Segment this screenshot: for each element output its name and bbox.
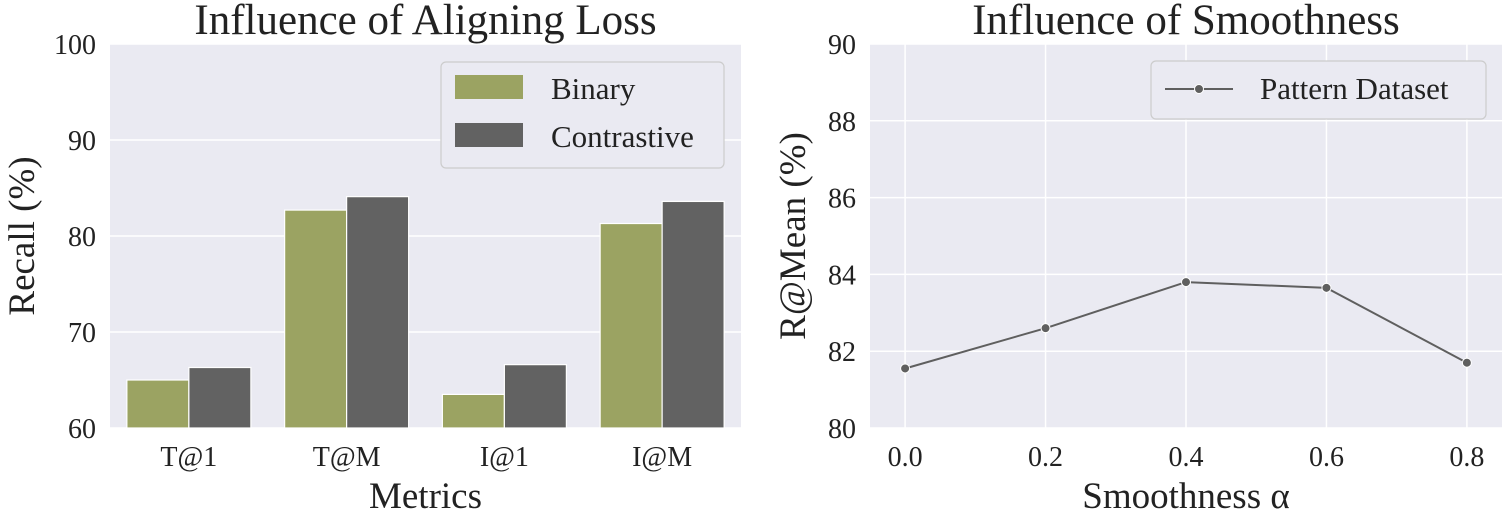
data-point [900, 363, 911, 374]
y-tick-label: 90 [68, 126, 96, 157]
data-point [1040, 323, 1051, 334]
y-axis-label: Recall (%) [2, 156, 43, 315]
y-tick-label: 82 [828, 337, 856, 368]
x-tick-label: T@1 [160, 442, 217, 473]
y-tick-label: 70 [68, 318, 96, 349]
bar-contrastive-tat1 [188, 366, 252, 429]
legend-swatch-binary [455, 75, 523, 99]
data-point [1181, 277, 1191, 288]
y-tick-labels: 60 70 80 90 100 [54, 30, 96, 445]
x-tick-label: 0.0 [888, 442, 923, 473]
series-points [900, 277, 1472, 374]
x-tick-label: 0.8 [1449, 442, 1484, 473]
y-tick-label: 80 [68, 222, 96, 253]
bar-contrastive-iat1 [503, 364, 567, 429]
legend-marker [1194, 84, 1204, 94]
legend-swatch-contrastive [455, 123, 523, 147]
bar-contrastive-tatm [346, 196, 410, 429]
x-tick-label: 0.2 [1028, 442, 1063, 473]
y-tick-label: 100 [54, 30, 96, 61]
x-tick-label: 0.4 [1169, 442, 1204, 473]
x-tick-label: T@M [313, 442, 381, 473]
y-tick-label: 86 [828, 184, 856, 215]
y-tick-label: 60 [68, 414, 96, 445]
y-tick-label: 90 [828, 30, 856, 61]
bars [126, 196, 725, 429]
y-tick-label: 84 [828, 260, 856, 291]
x-tick-labels: T@1 T@M I@1 I@M [160, 442, 692, 473]
legend: Pattern Dataset [1150, 60, 1487, 120]
legend-box [1150, 60, 1487, 120]
chart-smoothness: 80 82 84 86 88 90 0.0 0.2 0.4 0.6 0.8 Influence o… [773, 0, 1502, 516]
x-tick-label: I@M [632, 442, 692, 473]
y-axis-label: R@Mean (%) [773, 132, 814, 340]
x-tick-label: 0.6 [1309, 442, 1344, 473]
bar-contrastive-iatm [661, 200, 725, 429]
x-axis-label: Smoothness α [1082, 476, 1290, 516]
x-axis-label: Metrics [369, 476, 482, 516]
data-point [1321, 282, 1332, 293]
data-point [1461, 357, 1472, 368]
legend-label-pattern-dataset: Pattern Dataset [1260, 71, 1449, 106]
y-tick-label: 80 [828, 414, 856, 445]
x-tick-label: I@1 [480, 442, 529, 473]
y-tick-labels: 80 82 84 86 88 90 [828, 30, 856, 445]
bar-binary-tat1 [126, 379, 190, 429]
bar-binary-tatm [284, 209, 348, 429]
legend-label-binary: Binary [551, 71, 636, 106]
chart-title: Influence of Smoothness [972, 0, 1400, 44]
legend: Binary Contrastive [440, 61, 725, 169]
chart-aligning-loss: 60 70 80 90 100 T@1 T@M I@1 I@M Influence of Al… [2, 0, 741, 516]
bar-binary-iat1 [441, 393, 505, 429]
chart-title: Influence of Aligning Loss [194, 0, 656, 44]
bar-binary-iatm [599, 222, 663, 429]
x-tick-labels: 0.0 0.2 0.4 0.6 0.8 [888, 442, 1485, 473]
legend-label-contrastive: Contrastive [551, 119, 694, 154]
y-tick-label: 88 [828, 107, 856, 138]
